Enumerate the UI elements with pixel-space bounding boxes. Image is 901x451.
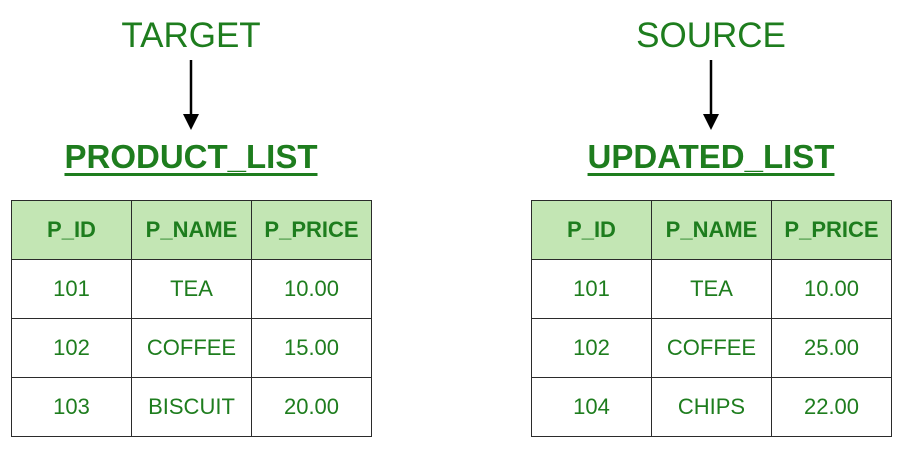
cell-p-name: COFFEE bbox=[131, 318, 252, 378]
cell-p-id: 102 bbox=[531, 318, 652, 378]
table-row: 101 TEA 10.00 bbox=[11, 259, 372, 319]
column-header-p-id: P_ID bbox=[11, 200, 132, 260]
updated-list-title: UPDATED_LIST bbox=[587, 138, 835, 175]
product-list-title: PRODUCT_LIST bbox=[64, 138, 318, 175]
table-header-row: P_ID P_NAME P_PRICE bbox=[531, 200, 892, 260]
cell-p-name: BISCUIT bbox=[131, 377, 252, 437]
cell-p-id: 101 bbox=[11, 259, 132, 319]
cell-p-price: 22.00 bbox=[771, 377, 892, 437]
cell-p-name: COFFEE bbox=[651, 318, 772, 378]
column-header-p-id: P_ID bbox=[531, 200, 652, 260]
cell-p-id: 104 bbox=[531, 377, 652, 437]
table-row: 103 BISCUIT 20.00 bbox=[11, 377, 372, 437]
table-row: 102 COFFEE 15.00 bbox=[11, 318, 372, 378]
table-row: 102 COFFEE 25.00 bbox=[531, 318, 892, 378]
cell-p-id: 103 bbox=[11, 377, 132, 437]
updated-list-table: P_ID P_NAME P_PRICE 101 TEA 10.00 102 CO… bbox=[531, 200, 892, 437]
cell-p-name: CHIPS bbox=[651, 377, 772, 437]
down-arrow-icon bbox=[183, 60, 199, 130]
cell-p-id: 102 bbox=[11, 318, 132, 378]
column-header-p-price: P_PRICE bbox=[251, 200, 372, 260]
cell-p-price: 10.00 bbox=[251, 259, 372, 319]
cell-p-name: TEA bbox=[651, 259, 772, 319]
table-header-row: P_ID P_NAME P_PRICE bbox=[11, 200, 372, 260]
table-row: 104 CHIPS 22.00 bbox=[531, 377, 892, 437]
cell-p-price: 25.00 bbox=[771, 318, 892, 378]
down-arrow-icon bbox=[703, 60, 719, 130]
source-label: SOURCE bbox=[636, 16, 786, 55]
cell-p-id: 101 bbox=[531, 259, 652, 319]
cell-p-price: 20.00 bbox=[251, 377, 372, 437]
cell-p-name: TEA bbox=[131, 259, 252, 319]
product-list-table: P_ID P_NAME P_PRICE 101 TEA 10.00 102 CO… bbox=[11, 200, 372, 437]
cell-p-price: 10.00 bbox=[771, 259, 892, 319]
cell-p-price: 15.00 bbox=[251, 318, 372, 378]
column-header-p-name: P_NAME bbox=[131, 200, 252, 260]
column-header-p-name: P_NAME bbox=[651, 200, 772, 260]
source-panel: SOURCE UPDATED_LIST P_ID P_NAME P_PRICE … bbox=[531, 0, 892, 451]
target-label: TARGET bbox=[121, 16, 261, 55]
column-header-p-price: P_PRICE bbox=[771, 200, 892, 260]
table-row: 101 TEA 10.00 bbox=[531, 259, 892, 319]
target-panel: TARGET PRODUCT_LIST P_ID P_NAME P_PRICE … bbox=[11, 0, 372, 451]
